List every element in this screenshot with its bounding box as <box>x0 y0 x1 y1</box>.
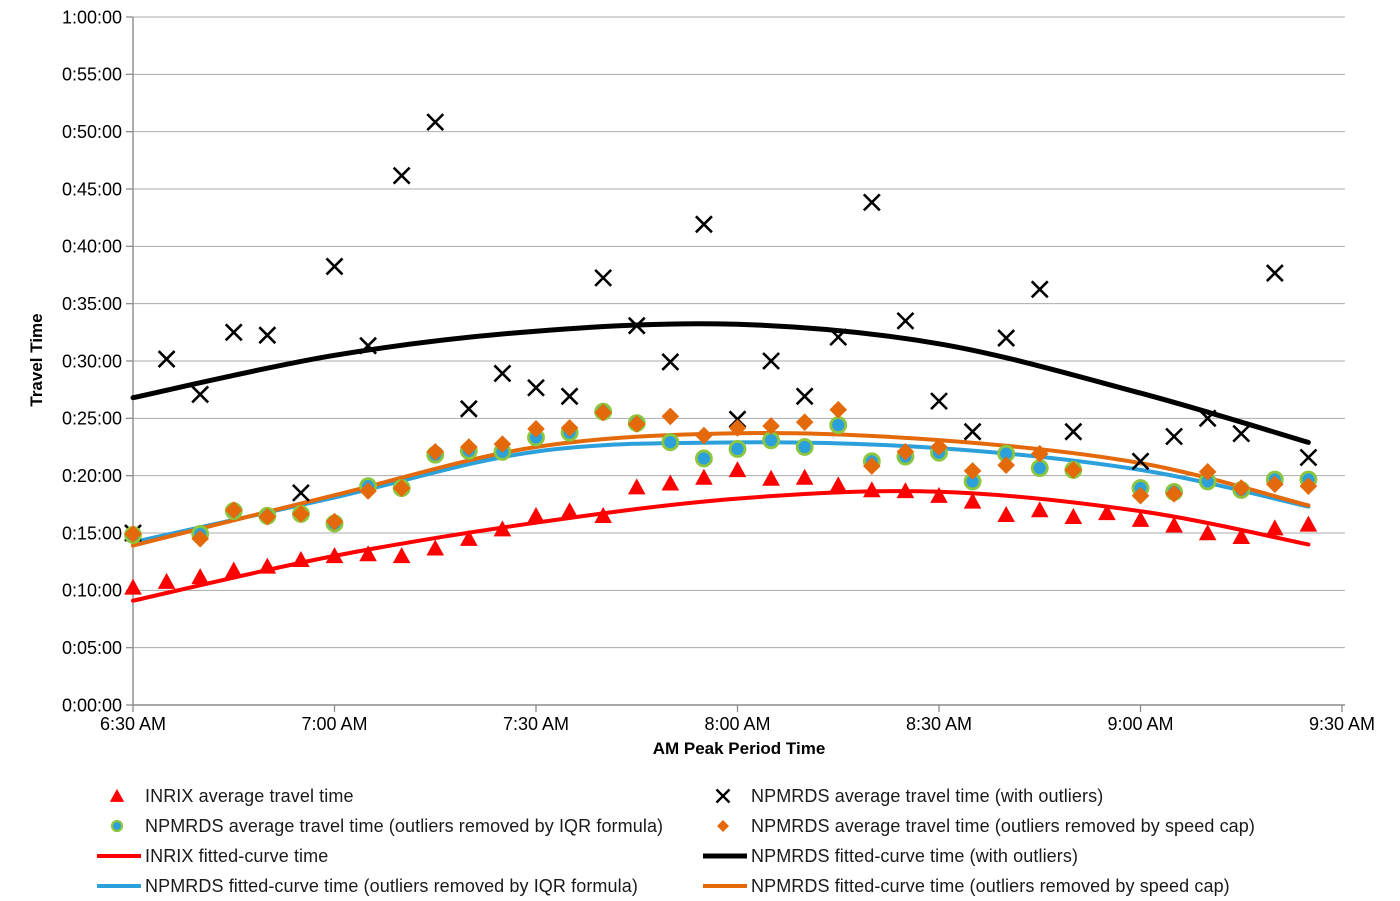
y-tick-label: 1:00:00 <box>62 7 122 27</box>
y-tick-label: 0:40:00 <box>62 237 122 257</box>
y-tick-label: 0:00:00 <box>62 695 122 715</box>
legend-swatch-line-icon <box>703 884 747 888</box>
legend-label: NPMRDS fitted-curve time (outliers remov… <box>751 875 1230 896</box>
legend-label: NPMRDS average travel time (outliers rem… <box>145 815 664 836</box>
legend-swatch-line-icon <box>97 884 141 888</box>
axes: 0:00:00 0:05:00 0:10:00 0:15:00 0:20:00 0:25:… <box>62 7 1375 734</box>
y-tick-label: 0:20:00 <box>62 466 122 486</box>
legend-item: NPMRDS average travel time (outliers rem… <box>702 816 1255 836</box>
legend-swatch-diamond-icon <box>717 820 729 832</box>
x-tick-label: 8:30 AM <box>906 714 972 734</box>
legend-swatch-circle-icon <box>110 819 124 833</box>
legend-label: NPMRDS average travel time (with outlier… <box>751 785 1104 806</box>
legend-item: NPMRDS fitted-curve time (outliers remov… <box>702 876 1230 896</box>
x-tick-label: 7:30 AM <box>503 714 569 734</box>
legend-label: NPMRDS fitted-curve time (with outliers) <box>751 845 1079 866</box>
legend-item: NPMRDS fitted-curve time (outliers remov… <box>96 876 638 896</box>
y-tick-label: 0:15:00 <box>62 523 122 543</box>
series-npmrds_outliers <box>124 113 1318 542</box>
legend-label: INRIX fitted-curve time <box>145 845 329 866</box>
y-tick-label: 0:10:00 <box>62 581 122 601</box>
fitted-curve-iqr_fit <box>131 440 1311 545</box>
x-axis-title: AM Peak Period Time <box>652 739 826 758</box>
y-tick-label: 0:35:00 <box>62 294 122 314</box>
x-tick-label: 6:30 AM <box>100 714 166 734</box>
y-tick-label: 0:50:00 <box>62 122 122 142</box>
plot-area: 0:00:00 0:05:00 0:10:00 0:15:00 0:20:00 0:25:… <box>62 7 1375 734</box>
x-tick-label: 9:30 AM <box>1309 714 1375 734</box>
legend-swatch-line-icon <box>703 853 747 859</box>
legend-label: INRIX average travel time <box>145 785 354 806</box>
y-tick-label: 0:05:00 <box>62 638 122 658</box>
y-tick-label: 0:30:00 <box>62 351 122 371</box>
legend-label: NPMRDS average travel time (outliers rem… <box>751 815 1255 836</box>
legend-item: NPMRDS fitted-curve time (with outliers) <box>702 846 1078 866</box>
y-tick-label: 0:45:00 <box>62 179 122 199</box>
x-tick-label: 9:00 AM <box>1107 714 1173 734</box>
legend-swatch-line-icon <box>97 854 141 858</box>
legend-label: NPMRDS fitted-curve time (outliers remov… <box>145 875 638 896</box>
legend-swatch-triangle-icon <box>109 788 125 802</box>
series-inrix_avg <box>124 461 1318 595</box>
gridlines <box>133 16 1345 649</box>
y-axis-title: Travel Time <box>27 313 46 407</box>
x-tick-label: 7:00 AM <box>301 714 367 734</box>
legend-item: INRIX average travel time <box>96 786 354 806</box>
series-npmrds_speedcap <box>124 400 1318 548</box>
legend-swatch-x-icon <box>715 788 731 804</box>
y-tick-label: 0:55:00 <box>62 65 122 85</box>
legend-item: NPMRDS average travel time (outliers rem… <box>96 816 663 836</box>
legend-item: INRIX fitted-curve time <box>96 846 328 866</box>
fitted-curve-outliers_fit <box>130 321 1311 445</box>
y-tick-label: 0:25:00 <box>62 409 122 429</box>
x-tick-label: 8:00 AM <box>704 714 770 734</box>
fitted-curve-inrix_fit <box>131 489 1311 603</box>
legend-item: NPMRDS average travel time (with outlier… <box>702 786 1103 806</box>
